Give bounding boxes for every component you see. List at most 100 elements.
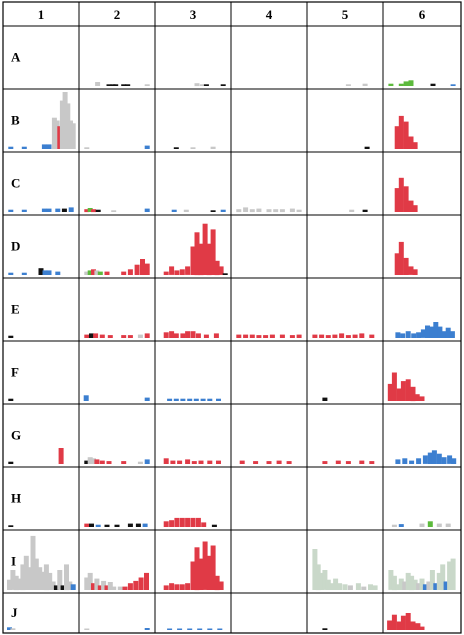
bar-E2-1 (89, 333, 94, 338)
bar-J2-1 (144, 628, 150, 630)
bar-E5-6 (352, 334, 358, 338)
panel-H1 (8, 525, 14, 527)
bar-I6-11 (426, 581, 432, 590)
bar-D2-5 (104, 271, 110, 275)
bar-G5-0 (322, 461, 328, 464)
bar-I2-0 (84, 577, 90, 590)
bar-G6-7 (436, 453, 442, 464)
bar-D2-6 (121, 271, 127, 275)
bar-A6-4 (430, 83, 436, 86)
bar-I2-11 (127, 583, 133, 590)
bar-F3-0 (167, 398, 173, 401)
bar-D3-10 (210, 229, 216, 275)
row-label-F: F (11, 365, 19, 380)
bar-I6-12 (429, 570, 435, 590)
bar-C1-1 (21, 209, 27, 212)
bar-I1-17 (64, 564, 69, 591)
bar-A2-5 (125, 84, 131, 86)
bar-E5-3 (332, 334, 338, 338)
bar-I5-8 (342, 584, 348, 590)
bar-F3-4 (193, 398, 199, 401)
bar-F6-2 (396, 388, 402, 401)
bar-H3-2 (174, 517, 180, 527)
bar-C2-5 (144, 208, 150, 212)
panel-C2 (84, 208, 150, 213)
bar-B1-4 (51, 117, 57, 150)
bar-G6-4 (422, 455, 428, 464)
column-header-2: 2 (114, 7, 121, 22)
bar-D2-0 (84, 271, 90, 275)
bar-J6-1 (391, 614, 397, 630)
bar-I1-15 (57, 570, 63, 590)
bar-F6-1 (391, 372, 397, 401)
bar-C4-1 (243, 207, 249, 212)
bar-A6-1 (398, 83, 404, 86)
bar-E2-4 (107, 335, 113, 338)
bar-A6-0 (388, 83, 394, 86)
bar-I5-2 (319, 572, 325, 590)
bar-I1-12 (47, 572, 53, 590)
panel-E4 (236, 334, 302, 338)
bar-I3-8 (202, 541, 208, 590)
bar-C2-4 (111, 210, 117, 212)
bar-D1-5 (55, 271, 61, 275)
bar-E6-9 (437, 326, 443, 338)
panel-E5 (312, 333, 375, 338)
panel-G5 (322, 460, 375, 464)
bar-J6-2 (396, 621, 402, 630)
bar-E6-3 (411, 333, 417, 338)
bar-J3-5 (217, 628, 223, 630)
bar-G3-2 (177, 460, 183, 464)
bar-E4-4 (263, 335, 269, 338)
bar-C6-0 (394, 188, 400, 212)
bar-D2-7 (127, 269, 133, 275)
bar-E6-4 (416, 332, 422, 338)
bar-E5-7 (359, 333, 365, 338)
bar-G6-10 (451, 458, 457, 464)
bar-J6-6 (415, 623, 421, 630)
row-label-E: E (11, 302, 20, 317)
bar-G1-1 (58, 448, 64, 464)
bar-I3-7 (198, 558, 204, 590)
bar-F6-0 (387, 383, 393, 401)
panel-B6 (394, 115, 418, 149)
bar-I6-2 (395, 584, 401, 590)
bar-E3-3 (180, 333, 186, 338)
bar-E3-8 (213, 333, 219, 338)
bar-I1-8 (33, 558, 39, 590)
bar-I1-11 (43, 564, 49, 591)
bar-I1-5 (23, 555, 29, 590)
bar-D2-4 (97, 271, 103, 275)
bar-E3-7 (203, 334, 209, 338)
bar-B3-0 (173, 147, 179, 149)
bar-E3-2 (173, 333, 179, 338)
panel-I2 (84, 572, 149, 590)
bar-G3-7 (216, 460, 221, 464)
bar-H2-4 (114, 524, 120, 527)
bar-I1-9 (37, 567, 43, 590)
bar-E2-7 (137, 334, 143, 338)
bar-E6-0 (395, 332, 401, 338)
bar-G4-0 (239, 460, 245, 464)
bar-H3-5 (190, 517, 196, 527)
bar-G6-9 (447, 455, 453, 464)
bar-D2-2 (91, 269, 96, 275)
bar-I6-3 (398, 578, 404, 590)
panel-E6 (395, 322, 455, 338)
bar-F6-5 (410, 386, 416, 402)
bar-E2-3 (99, 334, 105, 338)
bar-H2-3 (104, 524, 110, 527)
row-label-A: A (11, 50, 21, 65)
panel-G2 (84, 457, 150, 464)
bar-I2-14 (144, 572, 149, 590)
bar-I3-12 (218, 581, 224, 590)
bar-D1-4 (46, 270, 52, 275)
panel-A2 (95, 82, 150, 86)
bar-D3-8 (202, 223, 208, 275)
bar-B3-1 (190, 147, 196, 149)
bar-F6-6 (414, 394, 420, 401)
bar-G6-2 (409, 460, 415, 464)
bar-D6-0 (394, 253, 400, 275)
bar-A2-0 (95, 82, 101, 86)
bar-J3-1 (177, 628, 183, 630)
